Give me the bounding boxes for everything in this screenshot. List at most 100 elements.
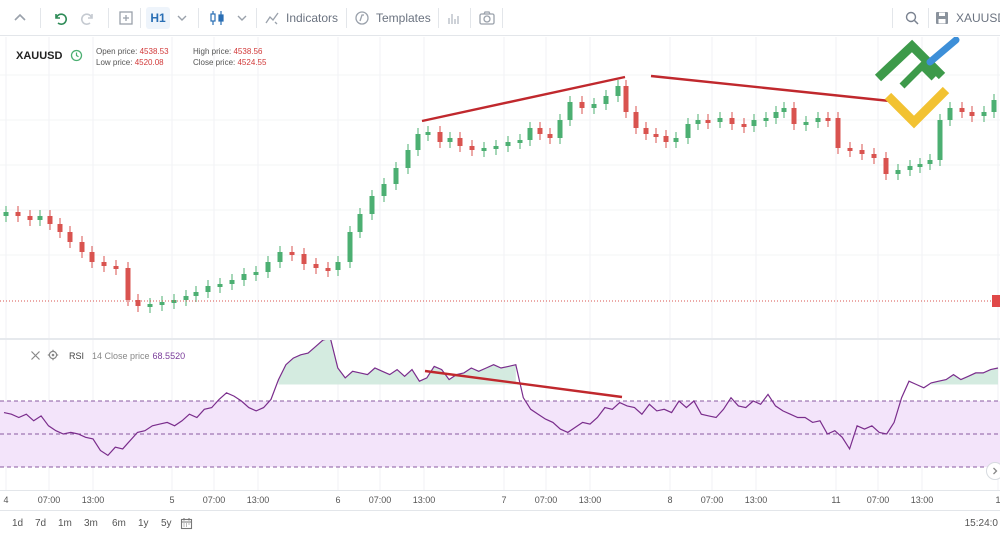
rsi-settings-gear-icon[interactable]	[47, 349, 59, 363]
candle	[791, 102, 797, 130]
volume-bars-icon[interactable]	[446, 0, 462, 36]
watermark-logo	[874, 37, 960, 129]
save-icon	[936, 12, 948, 24]
timeframe-button-7d[interactable]: 7d	[35, 518, 47, 529]
candle	[579, 96, 585, 114]
candle	[835, 112, 841, 154]
timeframe-button-5y[interactable]: 5y	[161, 518, 172, 529]
close-rsi-icon[interactable]	[30, 350, 41, 363]
chart-symbol: XAUUSD	[16, 50, 63, 62]
candle	[229, 274, 235, 290]
calendar-icon[interactable]	[180, 517, 193, 535]
candle	[685, 118, 691, 144]
timeframe-button-1m[interactable]: 1m	[58, 518, 72, 529]
candle	[313, 258, 319, 274]
candle	[567, 96, 573, 126]
candlestick-type-icon[interactable]	[208, 0, 226, 36]
bottom-bar: 15:24:0 1d 7d 1m 3m 6m 1y 5y	[0, 510, 1000, 537]
candle	[883, 152, 889, 180]
candle	[457, 132, 463, 152]
candle	[859, 144, 865, 160]
timeframe-selector[interactable]: H1	[146, 7, 170, 29]
time-axis-tick: 07:00	[866, 495, 890, 505]
timeframe-button-6m[interactable]: 6m	[112, 518, 126, 529]
candle	[393, 162, 399, 190]
candle	[981, 106, 987, 122]
candle	[871, 148, 877, 164]
time-axis[interactable]: 4 07:00 13:00 5 07:00 13:00 6 07:00 13:00 7 07:00 1…	[0, 490, 1000, 510]
candle	[265, 256, 271, 278]
candle	[47, 210, 53, 230]
candle	[615, 80, 621, 102]
time-axis-tick: 6	[335, 495, 341, 505]
candle	[695, 114, 701, 130]
candle	[803, 116, 809, 131]
templates-label: Templates	[376, 11, 431, 25]
price-chart[interactable]	[0, 37, 1000, 339]
time-axis-tick: 07:00	[202, 495, 226, 505]
candle	[79, 236, 85, 258]
candle	[469, 140, 475, 156]
candle	[673, 132, 679, 148]
timeframe-button-3m[interactable]: 3m	[84, 518, 98, 529]
candle	[67, 226, 73, 248]
rsi-value: 68.5520	[152, 351, 186, 361]
candle	[927, 154, 933, 170]
rsi-legend: RSI 14 Close price 68.5520	[30, 349, 185, 363]
redo-icon[interactable]	[80, 0, 96, 36]
indicators-button[interactable]: Indicators	[264, 0, 338, 36]
time-axis-tick: 13:00	[744, 495, 768, 505]
camera-icon[interactable]	[478, 0, 496, 36]
pane-divider[interactable]	[0, 338, 1000, 340]
templates-icon	[355, 11, 369, 25]
timeframe-button-1d[interactable]: 1d	[12, 518, 24, 529]
market-hours-clock-icon[interactable]	[70, 49, 83, 67]
candle	[643, 122, 649, 140]
candle	[547, 128, 553, 144]
candle	[937, 114, 943, 166]
candle	[991, 94, 997, 118]
save-layout-button[interactable]: XAUUSD	[934, 0, 1000, 36]
candle	[27, 210, 33, 226]
scroll-to-latest-button[interactable]	[986, 462, 1000, 480]
time-axis-tick: 11	[831, 495, 841, 505]
candle	[3, 206, 9, 222]
divergence-trendline-1	[421, 75, 626, 123]
candle	[959, 102, 965, 118]
candle	[781, 102, 787, 118]
close-price: Close price: 4524.55	[193, 58, 267, 67]
time-axis-tick: 7	[501, 495, 507, 505]
candle	[847, 142, 853, 157]
indicators-icon	[265, 12, 279, 25]
candle	[347, 226, 353, 268]
timeframe-chevron-down-icon[interactable]	[176, 0, 188, 36]
time-axis-tick: 07:00	[700, 495, 724, 505]
candle	[57, 218, 63, 238]
candle	[217, 278, 223, 293]
candle	[147, 298, 153, 313]
candle	[15, 206, 21, 222]
candle	[205, 280, 211, 298]
collapse-chevron-up-icon[interactable]	[12, 0, 28, 36]
time-axis-tick: 07:00	[368, 495, 392, 505]
chart-type-chevron-down-icon[interactable]	[236, 0, 248, 36]
candle	[663, 130, 669, 148]
high-price: High price: 4538.56	[193, 47, 263, 56]
current-price-marker	[992, 295, 1000, 307]
templates-button[interactable]: Templates	[354, 0, 431, 36]
add-chart-icon[interactable]	[118, 0, 134, 36]
candle	[969, 106, 975, 122]
candle	[917, 158, 923, 173]
candle	[277, 246, 283, 268]
timeframe-button-1y[interactable]: 1y	[138, 518, 149, 529]
undo-icon[interactable]	[52, 0, 68, 36]
price-grid	[0, 37, 1000, 338]
candle	[557, 114, 563, 144]
candle	[895, 164, 901, 180]
candle	[763, 112, 769, 127]
candle	[537, 122, 543, 140]
candle	[357, 208, 363, 238]
rsi-chart[interactable]	[0, 340, 1000, 490]
search-icon[interactable]	[904, 0, 920, 36]
candle	[493, 140, 499, 155]
